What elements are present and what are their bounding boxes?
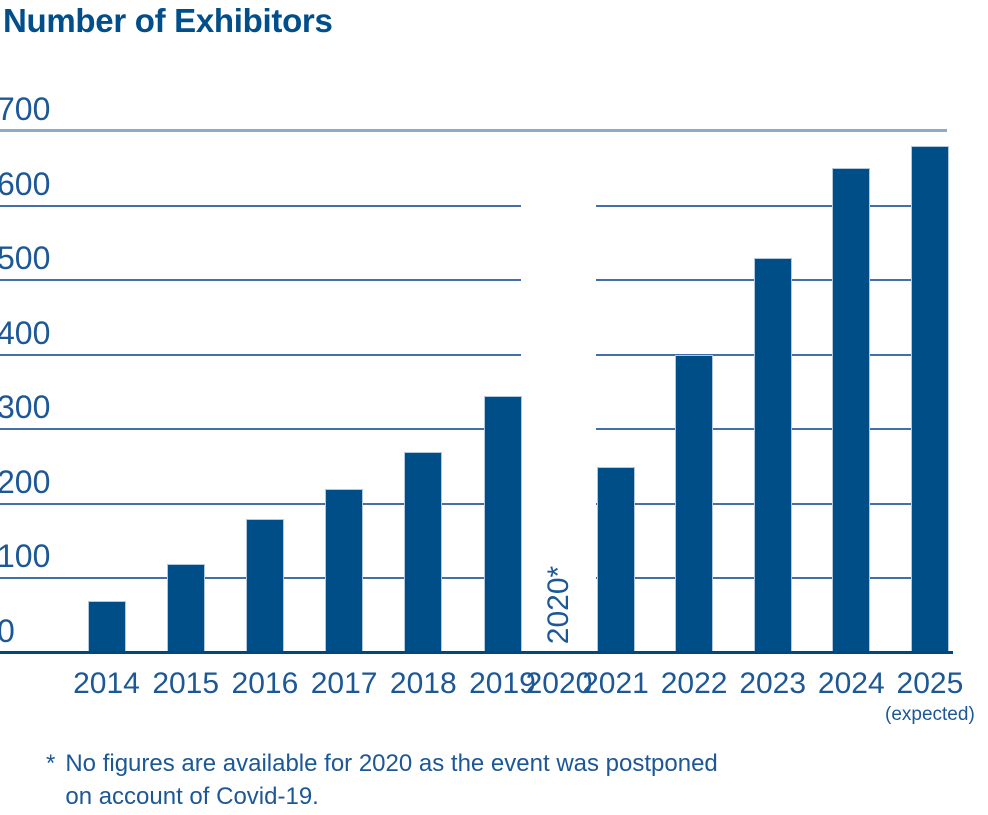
chart-title: Number of Exhibitors	[3, 2, 333, 39]
footnote-line-1: No figures are available for 2020 as the…	[65, 750, 718, 777]
x-tick-label-2023: 2023	[739, 667, 807, 700]
gridline-600-right	[596, 204, 948, 207]
missing-year-label-2020: 2020*	[542, 565, 575, 645]
footnote-text: No figures are available for 2020 as the…	[65, 747, 717, 813]
bar-2015	[166, 563, 205, 653]
gridline-500-left	[0, 279, 521, 282]
x-tick-label-2022: 2022	[660, 667, 728, 700]
x-tick-label-2024: 2024	[817, 667, 885, 700]
bar-2016	[245, 518, 284, 653]
x-tick-label-2017: 2017	[310, 667, 378, 700]
x-tick-label-2016: 2016	[231, 667, 299, 700]
y-tick-label-500: 500	[0, 240, 51, 277]
gridline-400-left	[0, 353, 521, 356]
bar-2023	[753, 257, 792, 653]
y-tick-label-0: 0	[0, 613, 15, 649]
x-tick-label-2015: 2015	[152, 667, 220, 700]
footnote-line-2: on account of Covid-19.	[65, 783, 319, 810]
x-tick-label-2025: 2025	[896, 667, 964, 700]
y-tick-label-100: 100	[0, 538, 51, 575]
x-axis-line	[0, 651, 953, 654]
y-tick-label-700: 700	[0, 91, 51, 127]
x-tick-label-2018: 2018	[389, 667, 457, 700]
footnote: * No figures are available for 2020 as t…	[46, 747, 718, 813]
y-tick-label-600: 600	[0, 165, 51, 202]
bar-2018	[404, 451, 443, 653]
gridline-200-left	[0, 502, 521, 505]
bar-2014	[87, 600, 126, 653]
x-tick-label-2019: 2019	[469, 667, 536, 700]
bar-2019	[483, 395, 522, 653]
y-tick-label-200: 200	[0, 463, 51, 500]
bar-2017	[325, 488, 364, 653]
x-tick-label-2021: 2021	[582, 667, 649, 700]
gridline-700	[0, 129, 947, 132]
y-tick-label-400: 400	[0, 314, 51, 351]
y-tick-label-300: 300	[0, 389, 51, 426]
bar-2022	[675, 354, 714, 653]
gridline-300-left	[0, 428, 521, 431]
footnote-asterisk: *	[46, 750, 56, 777]
expected-note: (expected)	[885, 704, 975, 725]
x-tick-label-2020: 2020	[525, 667, 593, 700]
x-tick-label-2014: 2014	[73, 667, 140, 700]
bar-2025	[910, 145, 949, 653]
bar-2024	[832, 168, 871, 653]
gridline-600-left	[0, 204, 521, 207]
bar-2021	[596, 466, 635, 653]
